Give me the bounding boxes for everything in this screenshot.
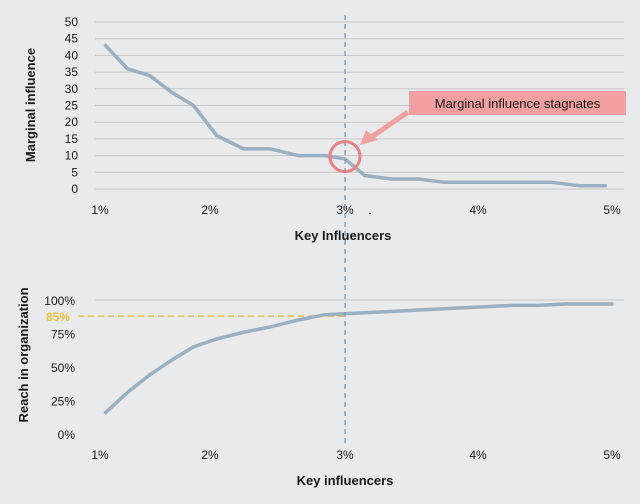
y-axis-title: Marginal influence [23,48,38,162]
x-tick-label: . [368,203,371,217]
series-line [103,302,614,415]
x-tick-label: 4% [469,448,487,462]
y-tick-label: 25% [51,395,75,409]
y-tick-label: 0% [58,428,76,442]
series-line [103,43,608,188]
y-tick-label: 40 [65,48,79,62]
annotation-box [409,91,626,115]
x-tick-label: 5% [603,203,621,217]
reference-label: 85% [46,310,70,324]
y-tick-label: 0 [71,182,78,196]
y-tick-label: 10 [65,149,79,163]
annotation-label: Marginal influence stagnates [435,96,601,111]
y-tick-label: 5 [71,165,78,179]
x-tick-label: 3% [336,448,354,462]
annotation-arrow-shaft [368,109,410,141]
reach-chart: 0% 25% 50% 75% 100% 1% 2% 3% 4% 5% Key influencers… [16,287,624,488]
y-tick-label: 25 [65,99,79,113]
x-tick-label: 3% [336,203,354,217]
x-tick-label: 5% [603,448,621,462]
x-tick-label: 2% [201,203,219,217]
y-tick-label: 45 [65,32,79,46]
marginal-influence-chart: 0 5 10 15 20 25 30 35 40 45 50 1% 2% 3%. 4% 5% Key Influ… [23,15,626,243]
x-axis-title: Key influencers [297,473,394,488]
x-tick-label: 1% [91,203,109,217]
y-tick-label: 50% [51,361,75,375]
y-axis-title: Reach in organization [16,287,31,422]
y-tick-label: 35 [65,65,79,79]
y-tick-label: 30 [65,82,79,96]
annotation-arrow-head [360,130,378,145]
y-tick-label: 15 [65,132,79,146]
y-tick-label: 75% [51,328,75,342]
y-tick-label: 20 [65,115,79,129]
x-tick-label: 4% [469,203,487,217]
y-tick-label: 100% [44,294,75,308]
y-tick-label: 50 [65,15,79,29]
x-tick-label: 2% [201,448,219,462]
x-axis-title: Key Influencers [295,228,392,243]
x-tick-label: 1% [91,448,109,462]
